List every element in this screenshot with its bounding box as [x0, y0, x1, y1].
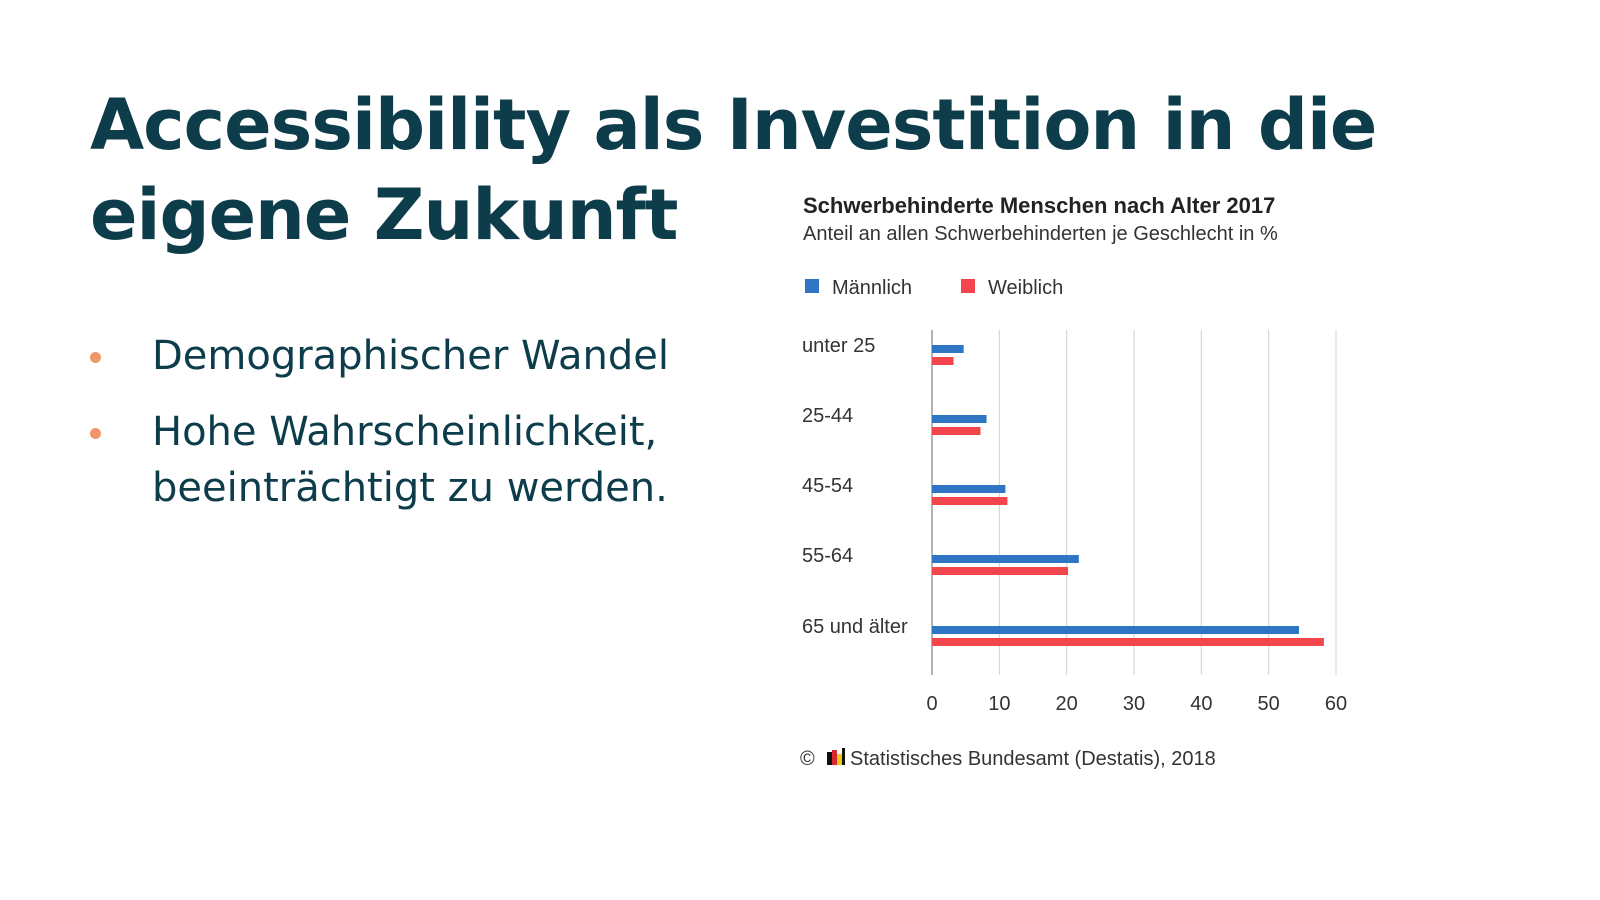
bar-weiblich — [932, 567, 1069, 575]
chart-container: Schwerbehinderte Menschen nach Alter 201… — [800, 190, 1420, 790]
legend-label-weiblich: Weiblich — [988, 277, 1063, 299]
bar-maennlich — [932, 626, 1299, 634]
slide-title: Accessibility als Investition in die eig… — [90, 84, 1377, 256]
source-text: Statistisches Bundesamt (Destatis), 2018 — [850, 748, 1216, 770]
chart-title: Schwerbehinderte Menschen nach Alter 201… — [803, 193, 1275, 218]
bar-chart: Schwerbehinderte Menschen nach Alter 201… — [800, 193, 1347, 770]
bullet-text: Demographischer Wandel — [152, 333, 669, 379]
tick-label: 60 — [1325, 693, 1347, 715]
bullet-list: Demographischer Wandel Hohe Wahrscheinli… — [90, 328, 770, 536]
bullet-item: Demographischer Wandel — [90, 328, 770, 384]
category-label: 65 und älter — [802, 616, 908, 638]
legend-label-maennlich: Männlich — [832, 277, 912, 299]
copyright-icon: © — [800, 748, 815, 770]
bullet-text: Hohe Wahrscheinlichkeit, beeinträchtigt … — [152, 409, 668, 511]
bar-maennlich — [932, 485, 1006, 493]
tick-label: 20 — [1056, 693, 1078, 715]
category-label: 25-44 — [802, 405, 853, 427]
tick-labels: 0 10 20 30 40 50 60 — [926, 693, 1347, 715]
bar-maennlich — [932, 555, 1079, 563]
bullet-dot-icon — [90, 352, 101, 363]
tick-label: 0 — [926, 693, 937, 715]
chart-legend: Männlich Weiblich — [805, 277, 1063, 299]
bar-weiblich — [932, 638, 1324, 646]
tick-label: 10 — [988, 693, 1010, 715]
bullet-item: Hohe Wahrscheinlichkeit, beeinträchtigt … — [90, 404, 770, 516]
category-labels: unter 25 25-44 45-54 55-64 65 und älter — [802, 335, 908, 638]
category-label: 55-64 — [802, 545, 853, 567]
bar-maennlich — [932, 415, 987, 423]
legend-swatch-weiblich — [961, 279, 975, 293]
bar-weiblich — [932, 427, 981, 435]
tick-label: 40 — [1190, 693, 1212, 715]
chart-subtitle: Anteil an allen Schwerbehinderten je Ges… — [803, 223, 1278, 245]
chart-bars — [932, 345, 1324, 646]
tick-label: 50 — [1258, 693, 1280, 715]
destatis-logo-icon — [827, 748, 845, 765]
bar-maennlich — [932, 345, 964, 353]
bar-weiblich — [932, 357, 954, 365]
tick-label: 30 — [1123, 693, 1145, 715]
chart-source: © Statistisches Bundesamt (Destatis), 20… — [800, 748, 1216, 770]
category-label: 45-54 — [802, 475, 853, 497]
category-label: unter 25 — [802, 335, 875, 357]
legend-swatch-maennlich — [805, 279, 819, 293]
bullet-dot-icon — [90, 428, 101, 439]
bar-weiblich — [932, 497, 1008, 505]
